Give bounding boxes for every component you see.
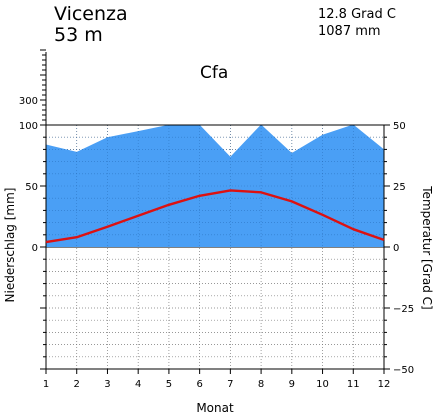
y-right-tick-label: 0 xyxy=(393,243,399,254)
station-name: Vicenza xyxy=(54,3,128,25)
y-right-tick-label: 50 xyxy=(393,121,406,132)
x-tick-label: 10 xyxy=(316,379,329,390)
x-tick-label: 5 xyxy=(166,379,172,390)
x-tick-label: 8 xyxy=(258,379,264,390)
x-axis-label: Monat xyxy=(196,401,234,415)
station-elevation: 53 m xyxy=(54,24,103,46)
x-tick-label: 3 xyxy=(104,379,110,390)
y-left-tick-label: 100 xyxy=(19,121,38,132)
temp-layer xyxy=(45,189,385,244)
x-tick-label: 1 xyxy=(43,379,49,390)
y-left-tick-label: 0 xyxy=(32,243,38,254)
y-left-tick-label: 300 xyxy=(19,96,38,107)
axes-layer xyxy=(40,49,390,374)
x-tick-label: 12 xyxy=(378,379,391,390)
y-right-tick-label: −25 xyxy=(393,304,414,315)
climate-class: Cfa xyxy=(200,63,228,83)
x-tick-label: 11 xyxy=(347,379,360,390)
temperature-line xyxy=(45,189,385,244)
y-axis-label-right: Temperatur [Grad C] xyxy=(420,185,434,309)
x-tick-label: 6 xyxy=(196,379,202,390)
x-tick-label: 9 xyxy=(289,379,295,390)
y-left-tick-label: 50 xyxy=(25,182,38,193)
y-axis-label-left: Niederschlag [mm] xyxy=(3,188,17,303)
y-right-tick-label: −50 xyxy=(393,365,414,376)
x-tick-label: 7 xyxy=(227,379,233,390)
y-right-tick-label: 25 xyxy=(393,182,406,193)
mean-temperature: 12.8 Grad C xyxy=(318,7,396,22)
x-tick-label: 2 xyxy=(74,379,80,390)
x-tick-label: 4 xyxy=(135,379,141,390)
annual-precipitation: 1087 mm xyxy=(318,24,381,39)
precip-layer xyxy=(45,124,385,247)
